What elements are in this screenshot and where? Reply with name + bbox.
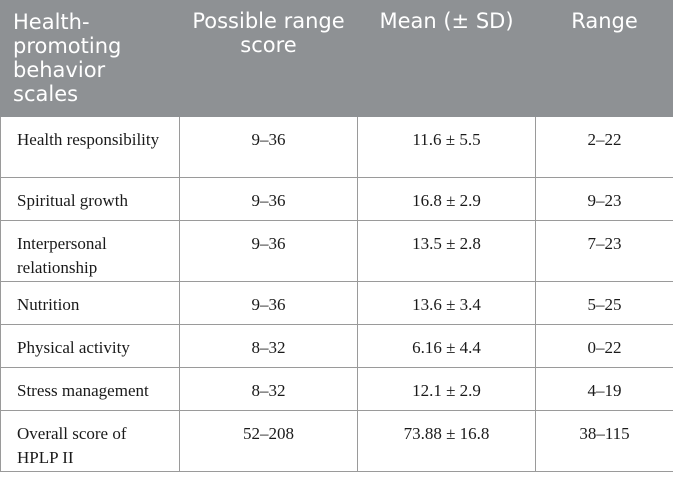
scale-name: Interpersonal relationship bbox=[0, 220, 180, 282]
range: 7–23 bbox=[535, 220, 673, 282]
possible-range: 9–36 bbox=[179, 116, 358, 178]
scale-name: Nutrition bbox=[0, 281, 180, 325]
possible-range: 52–208 bbox=[179, 410, 358, 472]
possible-range: 9–36 bbox=[179, 177, 358, 221]
range: 0–22 bbox=[535, 324, 673, 368]
scale-name: Physical activity bbox=[0, 324, 180, 368]
scale-name: Health responsibility bbox=[0, 116, 180, 178]
range: 2–22 bbox=[535, 116, 673, 178]
range: 9–23 bbox=[535, 177, 673, 221]
range: 5–25 bbox=[535, 281, 673, 325]
scale-name: Overall score of HPLP II bbox=[0, 410, 180, 472]
table-header-row: Health-promoting behavior scales Possibl… bbox=[0, 0, 673, 117]
possible-range: 9–36 bbox=[179, 220, 358, 282]
header-scales: Health-promoting behavior scales bbox=[0, 0, 180, 117]
mean-sd: 6.16 ± 4.4 bbox=[357, 324, 536, 368]
possible-range: 8–32 bbox=[179, 367, 358, 411]
scale-name: Spiritual growth bbox=[0, 177, 180, 221]
table-row: Stress management 8–32 12.1 ± 2.9 4–19 bbox=[0, 367, 673, 411]
possible-range: 8–32 bbox=[179, 324, 358, 368]
scale-name: Stress management bbox=[0, 367, 180, 411]
hplp-table: Health-promoting behavior scales Possibl… bbox=[0, 0, 673, 472]
mean-sd: 73.88 ± 16.8 bbox=[357, 410, 536, 472]
header-mean-sd: Mean (± SD) bbox=[357, 0, 536, 117]
table-row: Interpersonal relationship 9–36 13.5 ± 2… bbox=[0, 220, 673, 282]
mean-sd: 16.8 ± 2.9 bbox=[357, 177, 536, 221]
table-row: Nutrition 9–36 13.6 ± 3.4 5–25 bbox=[0, 281, 673, 325]
possible-range: 9–36 bbox=[179, 281, 358, 325]
table-row: Spiritual growth 9–36 16.8 ± 2.9 9–23 bbox=[0, 177, 673, 221]
mean-sd: 13.5 ± 2.8 bbox=[357, 220, 536, 282]
mean-sd: 12.1 ± 2.9 bbox=[357, 367, 536, 411]
table-row: Overall score of HPLP II 52–208 73.88 ± … bbox=[0, 410, 673, 472]
range: 4–19 bbox=[535, 367, 673, 411]
range: 38–115 bbox=[535, 410, 673, 472]
table-row: Health responsibility 9–36 11.6 ± 5.5 2–… bbox=[0, 116, 673, 178]
mean-sd: 13.6 ± 3.4 bbox=[357, 281, 536, 325]
mean-sd: 11.6 ± 5.5 bbox=[357, 116, 536, 178]
header-range: Range bbox=[535, 0, 673, 117]
table-row: Physical activity 8–32 6.16 ± 4.4 0–22 bbox=[0, 324, 673, 368]
header-possible-range: Possible range score bbox=[179, 0, 358, 117]
